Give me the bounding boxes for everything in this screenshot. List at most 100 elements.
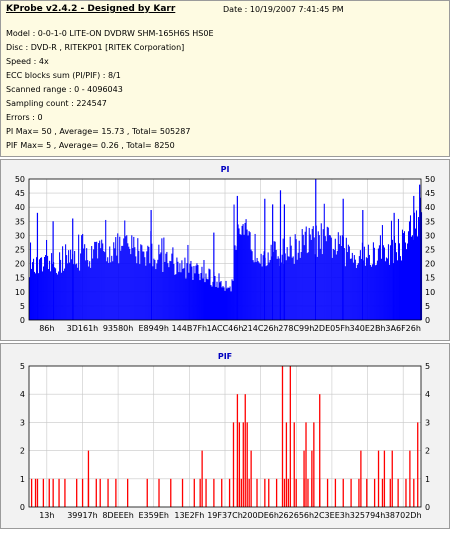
pi-bar xyxy=(220,280,222,320)
pi-bar xyxy=(217,287,219,320)
pi-bar xyxy=(156,263,158,320)
pi-bar xyxy=(332,248,334,320)
y-tick-left: 40 xyxy=(15,203,25,212)
pi-bar xyxy=(136,263,138,320)
pi-bar xyxy=(35,273,37,320)
pif-bar xyxy=(99,478,101,507)
pif-bar xyxy=(232,422,235,507)
pif-bar xyxy=(58,478,60,507)
x-tick-label: 2C3EE3h xyxy=(314,511,350,520)
pif-bar xyxy=(305,422,307,507)
pi-bar xyxy=(373,247,375,320)
pi-bar xyxy=(274,241,276,320)
pi-bar xyxy=(69,262,71,320)
pi-bar xyxy=(203,260,205,320)
pif-bar xyxy=(391,450,393,507)
pi-bar xyxy=(121,245,123,320)
pi-bar xyxy=(45,255,47,320)
pi-bar xyxy=(79,270,81,320)
pi-bar xyxy=(153,258,155,320)
pi-bar xyxy=(306,253,308,320)
pif-bar xyxy=(397,478,399,507)
pi-bar xyxy=(262,255,264,320)
pif-bar xyxy=(76,478,78,507)
pi-bar xyxy=(165,253,167,320)
pi-bar xyxy=(334,238,336,320)
pi-bar xyxy=(43,266,45,320)
pif-bar xyxy=(221,478,223,507)
pi-bar xyxy=(104,252,106,320)
pi-bar xyxy=(416,236,419,320)
pi-bar xyxy=(128,246,130,320)
pi-bar xyxy=(195,265,197,320)
pi-bar xyxy=(94,241,96,320)
pif-bar xyxy=(87,450,90,507)
pi-bar xyxy=(114,248,116,320)
pi-bar xyxy=(277,256,279,320)
pi-bar xyxy=(202,278,204,320)
pi-bar xyxy=(33,258,35,320)
pi-bar xyxy=(59,252,61,320)
pi-bar xyxy=(284,253,286,320)
y-tick-left: 15 xyxy=(15,274,25,283)
pi-bar xyxy=(305,226,307,320)
pi-bar xyxy=(344,266,346,320)
speed-line: Speed : 4x xyxy=(6,57,49,66)
pi-bar xyxy=(291,257,293,320)
pi-bar xyxy=(106,261,108,320)
pi-bar xyxy=(403,231,406,320)
pi-bar xyxy=(379,235,381,320)
pi-bar xyxy=(111,255,113,320)
pi-bar xyxy=(196,263,198,320)
pi-spike xyxy=(52,221,54,320)
pif-bar xyxy=(107,478,109,507)
pi-bar xyxy=(34,271,36,320)
y-tick-right: 20 xyxy=(425,260,435,269)
pi-bar xyxy=(294,234,296,320)
y-tick-left: 50 xyxy=(15,175,25,184)
pi-spike xyxy=(36,212,39,320)
pif-bar xyxy=(238,422,241,507)
pi-bar xyxy=(278,258,280,320)
pi-bar xyxy=(374,265,376,320)
pif-bar xyxy=(193,478,195,507)
pi-bar xyxy=(320,223,322,320)
pi-bar xyxy=(352,262,354,320)
x-tick-label: 3D161h xyxy=(67,324,99,333)
y-tick-right: 30 xyxy=(425,231,435,240)
pi-bar xyxy=(298,240,300,320)
pi-bar xyxy=(324,236,326,320)
plot-border xyxy=(28,365,422,508)
pi-bar xyxy=(318,235,320,320)
pi-bar xyxy=(275,249,277,320)
pif-bar xyxy=(342,478,344,507)
pif-bar xyxy=(244,394,246,507)
y-tick-left: 25 xyxy=(15,246,25,255)
pi-bar xyxy=(237,224,239,320)
pi-bar xyxy=(147,245,149,320)
pi-bar xyxy=(297,252,299,320)
pi-bar xyxy=(225,280,227,320)
pi-bar xyxy=(261,266,263,320)
pi-bar xyxy=(325,241,327,320)
pi-bar xyxy=(299,257,301,320)
pi-bar xyxy=(144,257,146,320)
pi-bar xyxy=(151,243,153,320)
pi-bar xyxy=(61,272,63,320)
pi-spike xyxy=(264,198,266,320)
pi-bar xyxy=(50,271,52,320)
pif-bar xyxy=(295,478,297,507)
pi-spike xyxy=(362,210,364,320)
errors-line: Errors : 0 xyxy=(6,113,43,122)
pi-bar xyxy=(290,245,292,320)
y-tick-left: 45 xyxy=(15,189,25,198)
pi-bar xyxy=(174,274,176,320)
pi-bar xyxy=(394,242,396,320)
pi-bar xyxy=(345,237,347,320)
pi-bar xyxy=(124,220,126,320)
pi-bar xyxy=(73,264,75,320)
pi-bar xyxy=(103,251,105,320)
x-tick-label: 93580h xyxy=(103,324,134,333)
pi-bar xyxy=(327,227,329,320)
pif-bar xyxy=(64,478,66,507)
